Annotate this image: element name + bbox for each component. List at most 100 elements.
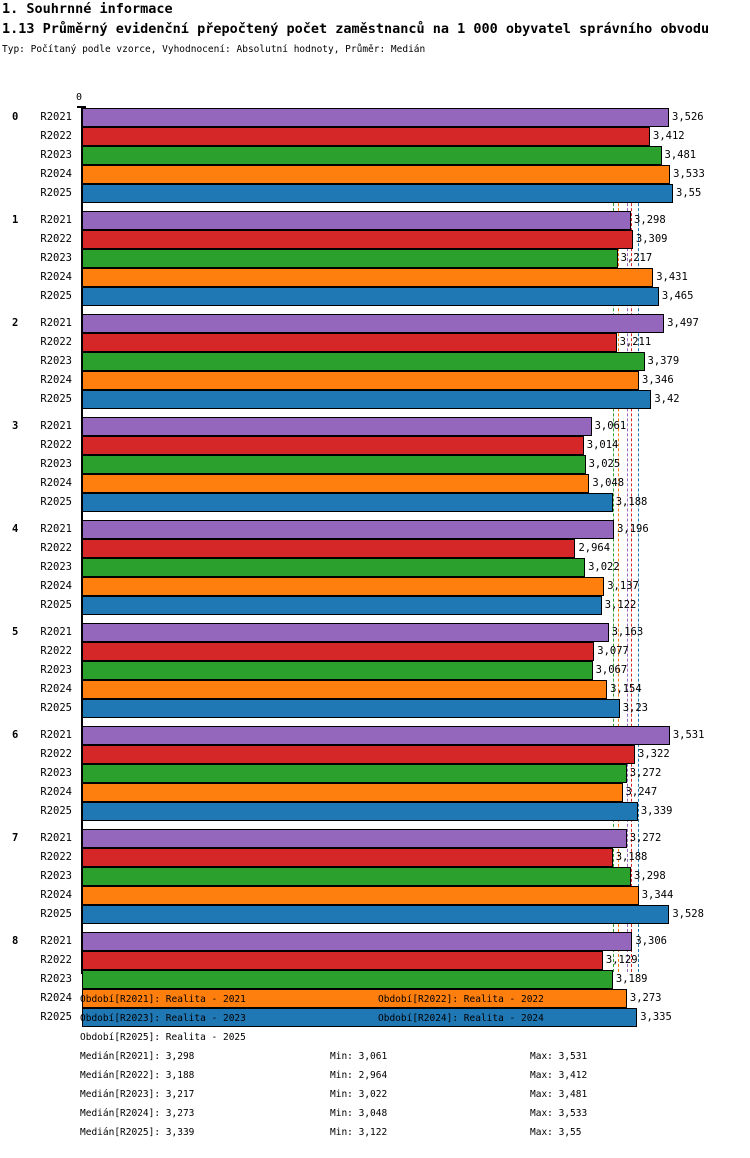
bar-r2025[interactable] — [82, 493, 613, 512]
bar-r2021[interactable] — [82, 726, 670, 745]
bar-row-label: R2025 — [40, 290, 72, 302]
bar-row[interactable]: R2023 3,217 — [0, 249, 750, 268]
bar-r2021[interactable] — [82, 314, 665, 333]
bar-row[interactable]: R2021 3,196 — [0, 520, 750, 539]
bar-r2021[interactable] — [82, 520, 615, 539]
bar-r2025[interactable] — [82, 596, 602, 615]
bar-value-label: 3,067 — [595, 664, 628, 676]
bar-row[interactable]: R2023 3,189 — [0, 970, 750, 989]
bar-row[interactable]: R2021 3,497 — [0, 314, 750, 333]
bar-r2023[interactable] — [82, 352, 645, 371]
bar-row[interactable]: R2022 3,322 — [0, 745, 750, 764]
bar-r2022[interactable] — [82, 848, 613, 867]
bar-row[interactable]: R2021 3,163 — [0, 623, 750, 642]
bar-r2024[interactable] — [82, 577, 605, 596]
bar-row[interactable]: R2022 3,309 — [0, 230, 750, 249]
bar-r2025[interactable] — [82, 390, 652, 409]
bar-r2024[interactable] — [82, 680, 608, 699]
bar-row[interactable]: R2025 3,188 — [0, 493, 750, 512]
bar-r2023[interactable] — [82, 558, 586, 577]
bar-row[interactable]: R2022 3,129 — [0, 951, 750, 970]
bar-row[interactable]: R2024 3,048 — [0, 474, 750, 493]
bar-row[interactable]: R2025 3,42 — [0, 390, 750, 409]
bar-r2024[interactable] — [82, 371, 640, 390]
bar-r2021[interactable] — [82, 211, 632, 230]
bar-row[interactable]: R2025 3,23 — [0, 699, 750, 718]
bar-r2025[interactable] — [82, 699, 620, 718]
bar-row[interactable]: R2022 2,964 — [0, 539, 750, 558]
bar-r2024[interactable] — [82, 783, 623, 802]
bar-r2025[interactable] — [82, 184, 673, 203]
bar-row[interactable]: R2025 3,55 — [0, 184, 750, 203]
bar-row-label: R2021 — [40, 729, 72, 741]
bar-row[interactable]: R2022 3,014 — [0, 436, 750, 455]
bar-row[interactable]: R2021 3,531 — [0, 726, 750, 745]
bar-row[interactable]: R2023 3,025 — [0, 455, 750, 474]
bar-r2023[interactable] — [82, 867, 632, 886]
bar-r2023[interactable] — [82, 146, 662, 165]
bar-row[interactable]: R2022 3,211 — [0, 333, 750, 352]
bar-row[interactable]: R2022 3,412 — [0, 127, 750, 146]
median-line-r2023 — [617, 108, 620, 972]
bar-row[interactable]: R2025 3,339 — [0, 802, 750, 821]
bar-row[interactable]: R2022 3,188 — [0, 848, 750, 867]
bar-r2022[interactable] — [82, 951, 603, 970]
bar-row[interactable]: R2024 3,154 — [0, 680, 750, 699]
bar-row[interactable]: R2025 3,122 — [0, 596, 750, 615]
bar-row-label: R2022 — [40, 851, 72, 863]
bar-row[interactable]: R2023 3,022 — [0, 558, 750, 577]
bar-r2025[interactable] — [82, 905, 670, 924]
bar-row[interactable]: R2024 3,344 — [0, 886, 750, 905]
bar-value-label: 3,412 — [653, 130, 685, 142]
bar-r2025[interactable] — [82, 1008, 638, 1027]
bar-r2025[interactable] — [82, 287, 659, 306]
bar-row[interactable]: R2025 3,335 — [0, 1008, 750, 1027]
bar-row[interactable]: R2023 3,298 — [0, 867, 750, 886]
bar-row[interactable]: R2025 3,528 — [0, 905, 750, 924]
bar-row[interactable]: R2021 3,061 — [0, 417, 750, 436]
bar-r2022[interactable] — [82, 436, 584, 455]
bar-row[interactable]: R2022 3,077 — [0, 642, 750, 661]
bar-r2023[interactable] — [82, 455, 586, 474]
bar-row[interactable]: R2021 3,272 — [0, 829, 750, 848]
bar-row[interactable]: R2025 3,465 — [0, 287, 750, 306]
bar-r2022[interactable] — [82, 745, 636, 764]
bar-row[interactable]: R2024 3,137 — [0, 577, 750, 596]
bar-r2024[interactable] — [82, 165, 671, 184]
bar-r2021[interactable] — [82, 829, 627, 848]
bar-r2021[interactable] — [82, 108, 669, 127]
bar-r2022[interactable] — [82, 333, 617, 352]
bar-row[interactable]: R2023 3,379 — [0, 352, 750, 371]
bar-row[interactable]: R2021 3,526 — [0, 108, 750, 127]
bar-r2022[interactable] — [82, 539, 576, 558]
bar-row-label: R2022 — [40, 130, 72, 142]
bar-row[interactable]: R2021 3,298 — [0, 211, 750, 230]
bar-r2024[interactable] — [82, 886, 639, 905]
bar-r2021[interactable] — [82, 932, 633, 951]
bar-row[interactable]: R2024 3,346 — [0, 371, 750, 390]
bar-row[interactable]: R2024 3,273 — [0, 989, 750, 1008]
bar-r2024[interactable] — [82, 268, 654, 287]
legend-row: Období[R2025]: Realita - 2025 — [0, 1028, 750, 1047]
bar-row[interactable]: R2023 3,481 — [0, 146, 750, 165]
bar-r2021[interactable] — [82, 417, 592, 436]
bar-row[interactable]: R2023 3,272 — [0, 764, 750, 783]
bar-r2023[interactable] — [82, 249, 618, 268]
bar-r2022[interactable] — [82, 127, 651, 146]
bar-row-label: R2022 — [40, 336, 72, 348]
bar-r2023[interactable] — [82, 764, 627, 783]
bar-r2024[interactable] — [82, 989, 627, 1008]
bar-r2021[interactable] — [82, 623, 609, 642]
bar-r2023[interactable] — [82, 661, 593, 680]
bar-r2025[interactable] — [82, 802, 638, 821]
bar-row[interactable]: R2024 3,431 — [0, 268, 750, 287]
section-heading: 1. Souhrnné informace — [2, 1, 173, 17]
bar-row[interactable]: R2023 3,067 — [0, 661, 750, 680]
bar-row[interactable]: R2024 3,533 — [0, 165, 750, 184]
bar-r2024[interactable] — [82, 474, 590, 493]
bar-r2022[interactable] — [82, 230, 633, 249]
bar-r2022[interactable] — [82, 642, 595, 661]
bar-row[interactable]: R2024 3,247 — [0, 783, 750, 802]
bar-row[interactable]: R2021 3,306 — [0, 932, 750, 951]
bar-r2023[interactable] — [82, 970, 613, 989]
